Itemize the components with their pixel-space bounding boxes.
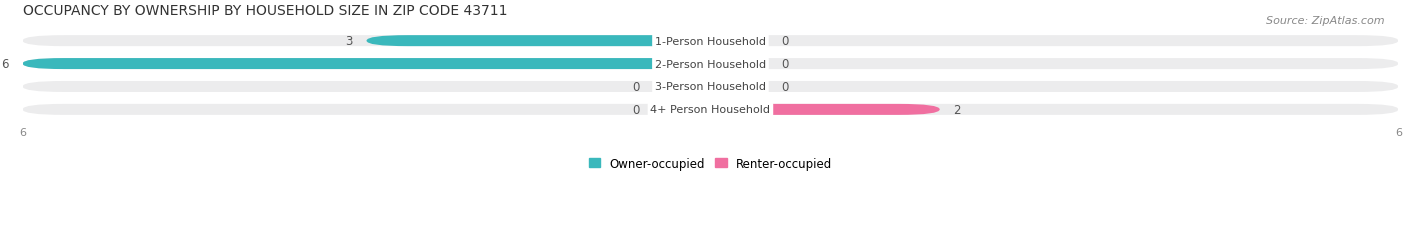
FancyBboxPatch shape xyxy=(22,82,1399,93)
FancyBboxPatch shape xyxy=(367,36,710,47)
Text: 1-Person Household: 1-Person Household xyxy=(655,36,766,46)
FancyBboxPatch shape xyxy=(710,59,768,70)
Text: 2: 2 xyxy=(953,103,960,116)
FancyBboxPatch shape xyxy=(22,59,1399,70)
Text: 4+ Person Household: 4+ Person Household xyxy=(651,105,770,115)
FancyBboxPatch shape xyxy=(710,104,939,115)
Text: 0: 0 xyxy=(782,81,789,94)
Text: Source: ZipAtlas.com: Source: ZipAtlas.com xyxy=(1267,16,1385,26)
Text: 3-Person Household: 3-Person Household xyxy=(655,82,766,92)
FancyBboxPatch shape xyxy=(22,104,1399,115)
Legend: Owner-occupied, Renter-occupied: Owner-occupied, Renter-occupied xyxy=(583,152,837,175)
FancyBboxPatch shape xyxy=(654,104,710,115)
Text: 0: 0 xyxy=(782,58,789,71)
FancyBboxPatch shape xyxy=(22,36,1399,47)
FancyBboxPatch shape xyxy=(22,59,710,70)
Text: 6: 6 xyxy=(1,58,8,71)
Text: 0: 0 xyxy=(782,35,789,48)
Text: 2-Person Household: 2-Person Household xyxy=(655,59,766,69)
Text: OCCUPANCY BY OWNERSHIP BY HOUSEHOLD SIZE IN ZIP CODE 43711: OCCUPANCY BY OWNERSHIP BY HOUSEHOLD SIZE… xyxy=(22,4,508,18)
FancyBboxPatch shape xyxy=(710,36,768,47)
Text: 3: 3 xyxy=(346,35,353,48)
Text: 0: 0 xyxy=(631,103,640,116)
FancyBboxPatch shape xyxy=(654,82,710,93)
FancyBboxPatch shape xyxy=(710,82,768,93)
Text: 0: 0 xyxy=(631,81,640,94)
